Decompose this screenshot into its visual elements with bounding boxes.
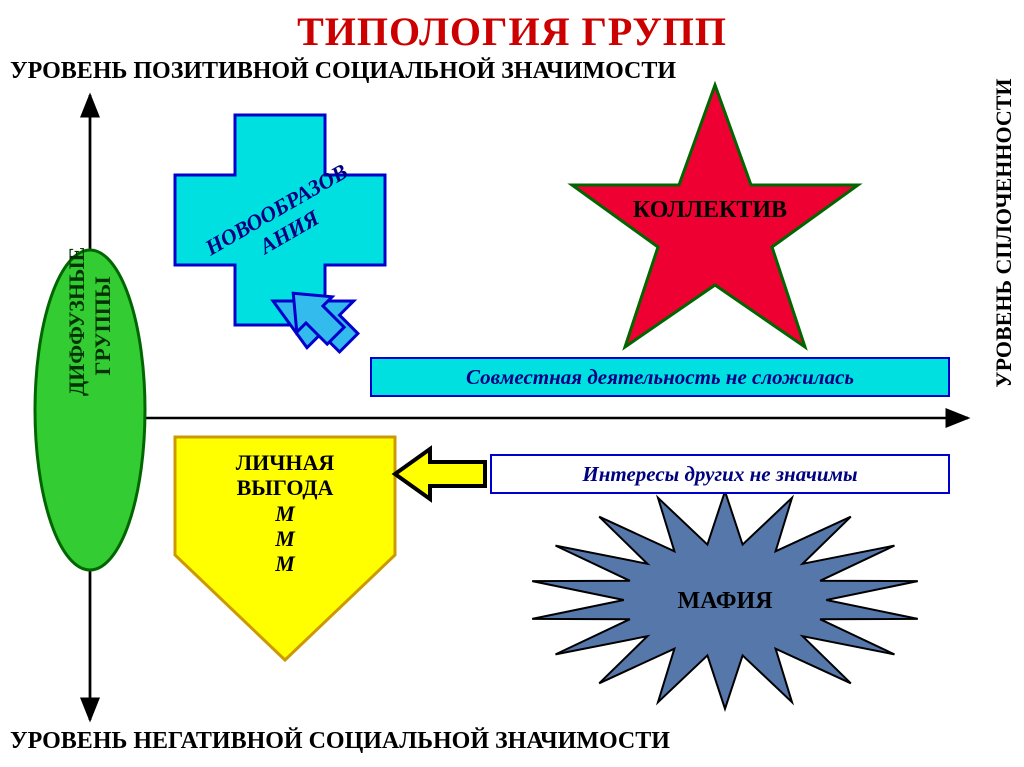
banner2-text: Интересы других не значимы [582,462,857,487]
ellipse-label: ДИФФУЗНЫЕ ГРУППЫ [64,256,116,396]
pentagon-label-line1: ЛИЧНАЯ [236,450,335,475]
banner1-text: Совместная деятельность не сложилась [466,365,854,390]
star-label: КОЛЛЕКТИВ [580,197,840,224]
pentagon-sub1: М [175,501,395,526]
banner-joint-activity: Совместная деятельность не сложилась [370,357,950,397]
ellipse-label-line2: ГРУППЫ [90,277,115,376]
pentagon-sub3: М [175,551,395,576]
pentagon-label: ЛИЧНАЯ ВЫГОДА М М М [175,450,395,576]
pentagon-label-line2: ВЫГОДА [237,475,334,500]
left-arrow-icon [395,449,485,499]
pentagon-sub2: М [175,526,395,551]
burst-label: МАФИЯ [600,588,850,615]
ellipse-label-line1: ДИФФУЗНЫЕ [64,247,89,396]
banner-others-interests: Интересы других не значимы [490,454,950,494]
